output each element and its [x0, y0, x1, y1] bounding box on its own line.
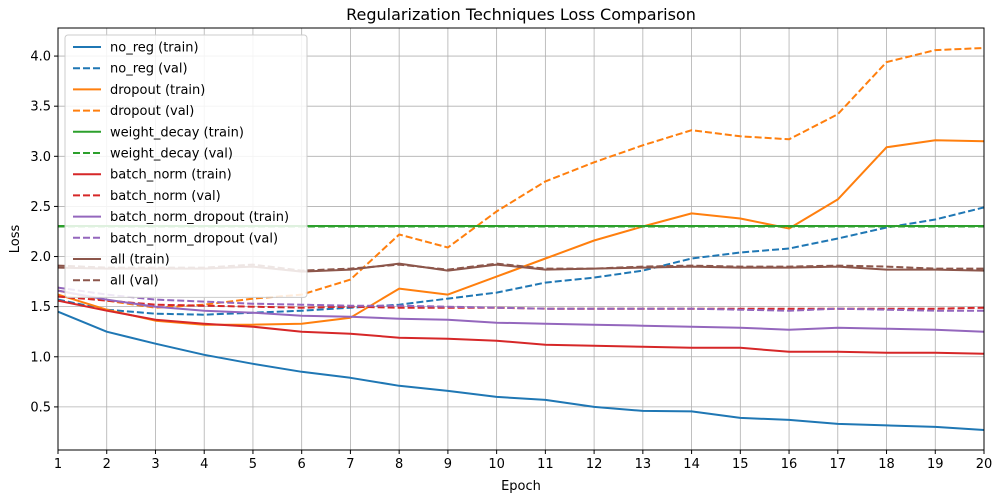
legend-label: batch_norm (val) — [110, 189, 221, 204]
x-tick-label: 18 — [878, 457, 895, 472]
legend-label: batch_norm_dropout (train) — [110, 210, 289, 225]
chart-title: Regularization Techniques Loss Compariso… — [346, 5, 696, 24]
legend-label: batch_norm (train) — [110, 168, 232, 183]
y-axis-title: Loss — [8, 225, 23, 254]
x-tick-label: 15 — [732, 457, 749, 472]
x-tick-label: 2 — [103, 457, 111, 472]
series-line-batch-norm-dropout-train — [57, 289, 985, 333]
y-tick-label: 2.5 — [30, 200, 51, 215]
x-tick-label: 4 — [200, 457, 208, 472]
x-tick-label: 5 — [249, 457, 257, 472]
x-tick-label: 12 — [586, 457, 603, 472]
x-tick-label: 8 — [395, 457, 403, 472]
legend-label: no_reg (val) — [110, 62, 188, 77]
legend-label: dropout (val) — [110, 104, 194, 119]
x-tick-label: 13 — [635, 457, 652, 472]
x-tick-label: 17 — [830, 457, 847, 472]
x-tick-label: 19 — [927, 457, 944, 472]
y-tick-label: 1.5 — [30, 300, 51, 315]
x-tick-label: 20 — [976, 457, 993, 472]
x-axis-title: Epoch — [501, 479, 541, 494]
legend-label: all (val) — [110, 274, 159, 289]
legend-label: weight_decay (train) — [110, 125, 244, 140]
y-tick-label: 3.0 — [30, 150, 51, 165]
y-tick-label: 4.0 — [30, 50, 51, 65]
x-tick-label: 3 — [151, 457, 159, 472]
legend-label: all (train) — [110, 253, 170, 268]
x-tick-label: 9 — [444, 457, 452, 472]
series-line-no-reg-val — [57, 206, 985, 316]
plot-frame — [57, 27, 985, 451]
x-tick-label: 7 — [346, 457, 354, 472]
legend-label: dropout (train) — [110, 83, 205, 98]
x-tick-label: 1 — [54, 457, 62, 472]
y-axis: 0.5 1.0 1.5 2.0 2.5 3.0 3.5 4.0 — [30, 50, 58, 415]
series-line-dropout-val — [57, 47, 985, 309]
x-tick-label: 16 — [781, 457, 798, 472]
y-tick-label: 0.5 — [30, 400, 51, 415]
legend-label: weight_decay (val) — [110, 147, 233, 162]
legend: no_reg (train) no_reg (val) dropout (train… — [64, 34, 308, 298]
legend-label: no_reg (train) — [110, 41, 199, 56]
y-tick-label: 3.5 — [30, 100, 51, 115]
series-line-batch-norm-train — [57, 299, 985, 355]
x-tick-label: 6 — [298, 457, 306, 472]
y-tick-label: 2.0 — [30, 250, 51, 265]
x-tick-label: 10 — [488, 457, 505, 472]
series-line-batch-norm-dropout-val — [57, 286, 984, 312]
x-tick-label: 11 — [537, 457, 554, 472]
x-axis: 1 2 3 4 5 6 7 8 9 10 11 12 13 14 15 16 17 18 19 20 — [54, 450, 992, 472]
legend-box — [64, 34, 308, 298]
legend-label: batch_norm_dropout (val) — [110, 231, 278, 246]
y-tick-label: 1.0 — [30, 350, 51, 365]
series-line-no-reg-train — [57, 310, 985, 431]
x-tick-label: 14 — [683, 457, 700, 472]
